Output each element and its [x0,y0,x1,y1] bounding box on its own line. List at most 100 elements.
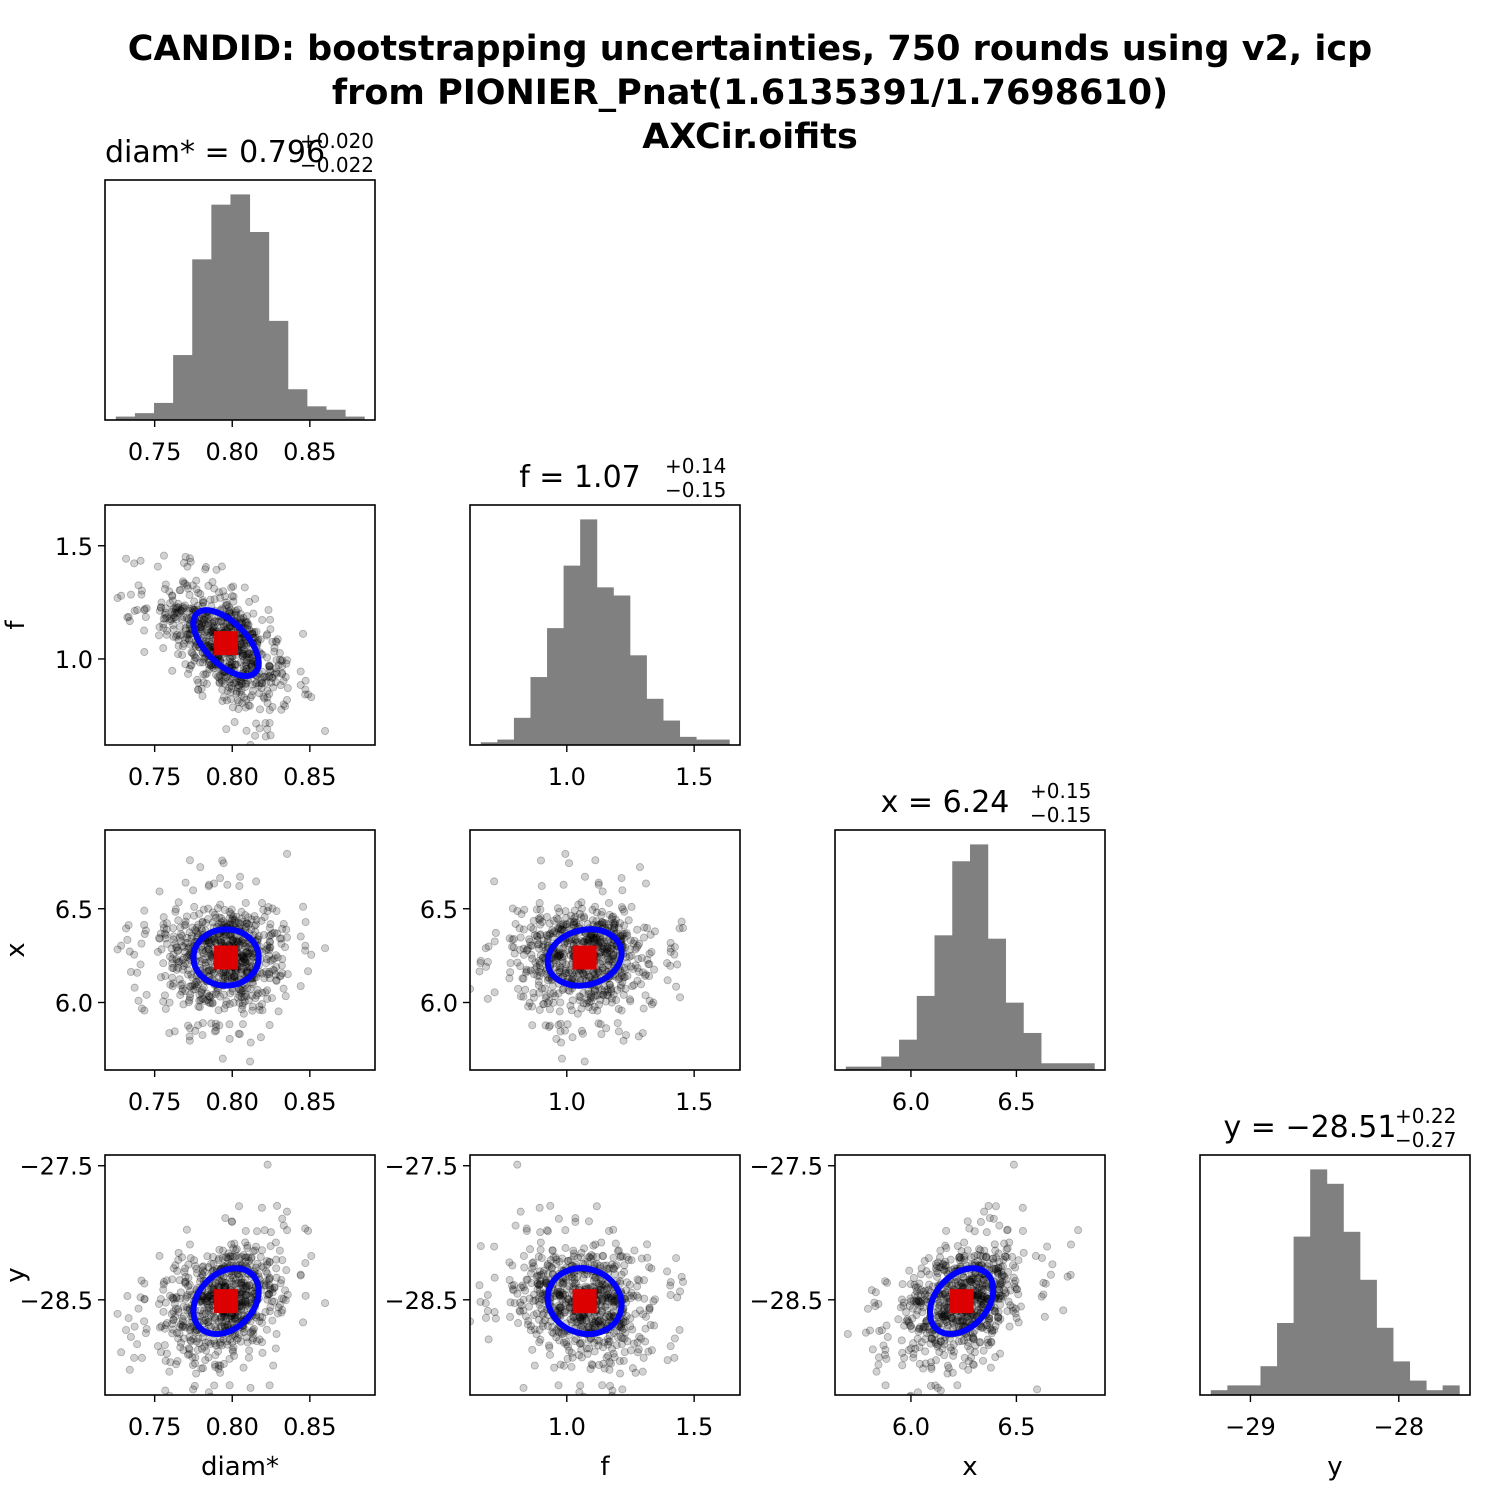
scatter-point-x-y [881,1381,890,1390]
scatter-point-f-x [530,930,539,939]
scatter-point-diam*-f [199,616,208,625]
scatter-point-x-y [881,1345,890,1354]
scatter-point-f-x [584,990,593,999]
scatter-point-diam*-f [301,690,310,699]
scatter-point-diam*-f [174,599,183,608]
scatter-point-x-y [948,1368,957,1377]
scatter-point-f-y [598,1280,607,1289]
scatter-point-f-y [645,1303,654,1312]
scatter-point-diam*-x [176,930,185,939]
scatter-point-diam*-y [160,1324,169,1333]
scatter-point-f-x [555,962,564,971]
scatter-point-diam*-f [175,608,184,617]
scatter-point-diam*-f [227,695,236,704]
scatter-point-f-y [588,1321,597,1330]
scatter-point-x-y [925,1328,934,1337]
scatter-point-diam*-y [215,1245,224,1254]
scatter-point-diam*-y [178,1314,187,1323]
scatter-point-f-y [509,1280,518,1289]
scatter-point-diam*-f [240,655,249,664]
scatter-point-f-y [609,1253,618,1262]
scatter-point-diam*-f [194,588,203,597]
scatter-point-f-y [620,1348,629,1357]
scatter-point-f-x [625,952,634,961]
scatter-point-f-x [599,990,608,999]
scatter-point-diam*-y [265,1307,274,1316]
scatter-point-diam*-f [234,698,243,707]
scatter-point-diam*-x [260,974,269,983]
scatter-point-f-y [635,1332,644,1341]
hist-bar-diam*-3 [173,355,193,420]
scatter-point-diam*-y [281,1286,290,1295]
scatter-point-f-y [610,1302,619,1311]
scatter-point-diam*-f [211,616,220,625]
scatter-point-f-x [552,1034,561,1043]
scatter-point-diam*-x [265,967,274,976]
scatter-point-f-x [523,946,532,955]
scatter-point-f-y [611,1239,620,1248]
scatter-point-x-y [964,1357,973,1366]
scatter-point-diam*-y [169,1316,178,1325]
scatter-point-diam*-f [307,693,316,702]
scatter-point-x-y [1002,1280,1011,1289]
scatter-point-x-y [978,1300,987,1309]
scatter-point-diam*-x [246,984,255,993]
scatter-point-diam*-f [215,679,224,688]
scatter-point-x-y [880,1350,889,1359]
scatter-point-f-x [579,988,588,997]
scatter-point-f-x [580,872,589,881]
scatter-point-diam*-y [159,1280,168,1289]
scatter-point-diam*-y [185,1240,194,1249]
scatter-point-diam*-f [271,637,280,646]
scatter-point-diam*-y [229,1280,238,1289]
scatter-point-x-y [942,1267,951,1276]
scatter-point-f-x [535,959,544,968]
scatter-point-diam*-f [159,614,168,623]
scatter-point-f-y [575,1313,584,1322]
scatter-point-diam*-y [137,1276,146,1285]
scatter-point-x-y [937,1309,946,1318]
scatter-point-diam*-f [209,664,218,673]
scatter-point-diam*-x [166,980,175,989]
scatter-point-diam*-f [168,666,177,675]
scatter-point-f-x [603,991,612,1000]
scatter-point-x-y [1008,1261,1017,1270]
hist-tick-label-y-1: −28 [1373,1413,1424,1441]
scatter-point-f-x [539,1000,548,1009]
scatter-point-diam*-x [178,941,187,950]
scatter-point-diam*-f [159,644,168,653]
scatter-point-diam*-f [263,630,272,639]
scatter-point-diam*-y [227,1277,236,1286]
scatter-point-f-x [555,967,564,976]
scatter-point-f-y [521,1312,530,1321]
scatter-point-diam*-x [168,959,177,968]
scatter-point-diam*-f [156,603,165,612]
scatter-point-diam*-y [210,1312,219,1321]
scatter-point-diam*-y [186,1323,195,1332]
scatter-point-diam*-x [272,976,281,985]
scatter-point-f-y [610,1297,619,1306]
scatter-point-x-y [1011,1276,1020,1285]
scatter-point-diam*-y [175,1276,184,1285]
scatter-point-diam*-y [195,1423,202,1430]
scatter-point-diam*-f [226,688,235,697]
scatter-point-f-x [578,1029,587,1038]
scatter-point-f-x [475,967,484,976]
scatter-point-x-y [906,1321,915,1330]
scatter-point-diam*-x [219,974,228,983]
scatter-point-f-y [616,1251,625,1260]
scatter-point-diam*-f [130,606,139,615]
scatter-point-diam*-x [159,997,168,1006]
scatter-point-diam*-x [242,948,251,957]
scatter-point-diam*-x [235,1030,244,1039]
scatter-point-diam*-y [204,1318,213,1327]
scatter-point-f-y [604,1293,613,1302]
scatter-point-diam*-y [225,1314,234,1323]
scatter-point-f-y [551,1291,560,1300]
scatter-point-x-y [932,1311,941,1320]
scatter-point-f-x [584,1003,593,1012]
scatter-point-x-y [965,1277,974,1286]
scatter-point-f-x [533,932,542,941]
scatter-xtick-label-diam*-x-0: 0.75 [128,1088,181,1116]
scatter-point-diam*-y [169,1294,178,1303]
